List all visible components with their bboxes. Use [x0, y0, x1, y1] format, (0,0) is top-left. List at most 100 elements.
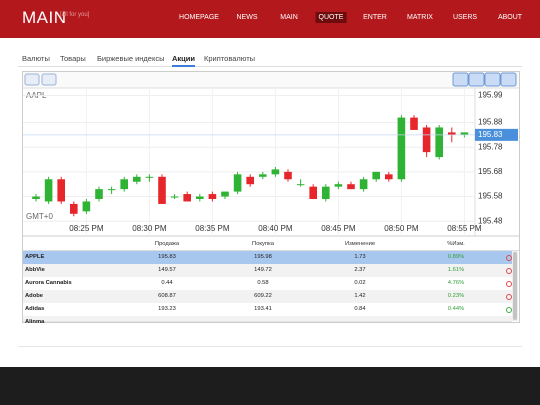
scrollbar-thumb[interactable]: [513, 252, 517, 320]
candle-body: [271, 169, 280, 175]
header: MAIN [all for you] HOMEPAGE NEWS MAIN QUOTE…: [0, 0, 540, 38]
cell-value: 193.41: [254, 306, 272, 312]
candle-body: [397, 117, 406, 180]
toolbar-button[interactable]: [500, 72, 517, 87]
x-tick-label: 08:40 PM: [258, 224, 293, 233]
candle-body: [70, 203, 78, 214]
status-icon: [506, 267, 512, 274]
tabs-divider: [18, 66, 522, 67]
status-icon: [506, 254, 512, 261]
footer-divider: [18, 346, 522, 347]
candle-body: [448, 132, 456, 135]
tab[interactable]: Товары: [60, 54, 86, 63]
toolbar-button[interactable]: [484, 72, 501, 87]
candle-body: [359, 179, 368, 190]
candle-body: [32, 196, 40, 199]
candle-body: [170, 196, 179, 198]
nav-item[interactable]: NEWS: [236, 14, 258, 21]
nav-item[interactable]: QUOTE: [315, 12, 347, 23]
cell-value: 0.58: [257, 280, 269, 286]
y-tick-label: 195.48: [478, 216, 503, 225]
last-price-label: 195.83: [478, 130, 503, 139]
status-icon: [506, 293, 512, 300]
column-header: Изменение: [344, 241, 376, 247]
toolbar-button[interactable]: [452, 72, 469, 87]
candle-body: [82, 201, 91, 212]
nav-item[interactable]: USERS: [452, 14, 478, 21]
cell-value: 0.84: [354, 306, 366, 312]
x-tick-label: 08:35 PM: [195, 224, 230, 233]
cell-value: 195.98: [254, 254, 272, 260]
percent-change: 0.89%: [447, 254, 465, 260]
column-header: Продажа: [154, 241, 180, 247]
percent-change: 1.61%: [447, 267, 465, 273]
candle-body: [107, 189, 116, 191]
y-tick-label: 195.68: [478, 167, 503, 176]
nav-item[interactable]: ENTER: [363, 14, 387, 21]
candle-body: [233, 174, 242, 192]
table-row[interactable]: [23, 316, 512, 322]
candle-body: [120, 179, 128, 190]
tab[interactable]: Валюты: [22, 54, 50, 63]
row-name: Alinma: [25, 319, 45, 325]
percent-change: 4.76%: [447, 280, 465, 286]
candle-body: [422, 127, 431, 153]
toolbar-button[interactable]: [24, 73, 40, 86]
candle-body: [221, 191, 229, 197]
cell-value: 0.44: [161, 280, 173, 286]
candle-body: [410, 117, 418, 130]
cell-value: 1.73: [354, 254, 366, 260]
candle-body: [334, 184, 343, 187]
candle-body: [57, 179, 65, 202]
logo[interactable]: MAIN: [22, 8, 67, 27]
candle-body: [322, 186, 330, 199]
y-tick-label: 195.99: [478, 91, 503, 100]
last-price-box: [475, 128, 518, 141]
x-tick-label: 08:30 PM: [132, 224, 167, 233]
candle-body: [372, 171, 380, 180]
percent-change: 0.44%: [447, 306, 465, 312]
timezone: GMT+0: [26, 212, 53, 221]
cell-value: 609.22: [254, 293, 272, 299]
percent-change: 0.23%: [447, 293, 465, 299]
candle-body: [208, 194, 217, 199]
table-header: [23, 238, 519, 251]
toolbar: [23, 72, 519, 88]
nav-item[interactable]: MAIN: [280, 14, 298, 21]
candle-body: [259, 174, 267, 177]
row-name: Adobe: [25, 293, 44, 299]
footer: [0, 367, 540, 405]
x-tick-label: 08:45 PM: [321, 224, 356, 233]
tagline: [all for you]: [60, 12, 90, 18]
candle-body: [44, 179, 53, 202]
cell-value: 608.87: [158, 293, 176, 299]
candle-body: [183, 194, 191, 202]
candle-body: [435, 127, 443, 158]
cell-value: 195.83: [158, 254, 176, 260]
cell-value: 193.23: [158, 306, 176, 312]
toolbar-button[interactable]: [468, 72, 485, 87]
row-name: AbbVie: [25, 267, 45, 273]
toolbar-button[interactable]: [41, 73, 57, 86]
candle-body: [347, 184, 355, 190]
cell-value: 1.42: [354, 293, 366, 299]
candle-body: [284, 171, 292, 180]
tab[interactable]: Криптовалюты: [204, 54, 256, 63]
candle-body: [385, 174, 393, 180]
tab[interactable]: Биржевые индексы: [97, 54, 165, 63]
candle-body: [145, 176, 154, 178]
column-header: Покупка: [252, 241, 274, 247]
row-name: APPLE: [25, 254, 45, 260]
x-tick-label: 08:55 PM: [447, 224, 482, 233]
y-tick-label: 195.58: [478, 192, 503, 201]
nav-item[interactable]: MATRIX: [407, 14, 433, 21]
candle-body: [296, 184, 305, 186]
cell-value: 2.37: [354, 267, 366, 273]
nav-item[interactable]: HOMEPAGE: [179, 14, 219, 21]
tab[interactable]: Акции: [172, 54, 196, 67]
x-tick-label: 08:50 PM: [384, 224, 419, 233]
cell-value: 0.02: [354, 280, 366, 286]
nav-item[interactable]: ABOUT: [497, 14, 523, 21]
